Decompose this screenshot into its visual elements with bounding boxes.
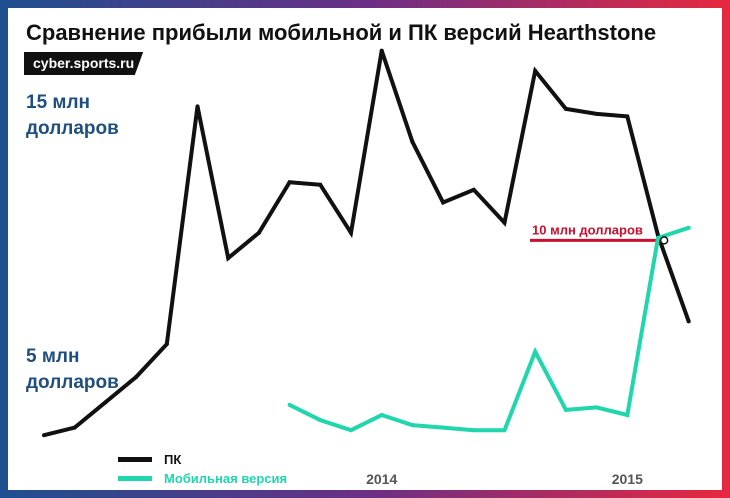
data-point [441,425,446,430]
y-label-line: долларов [26,372,119,393]
data-point [594,405,599,410]
brand-badge: cyber.sports.ru [24,52,144,75]
y-axis-label-5m: 5 млн долларов [26,344,119,396]
x-tick-label: 2014 [366,471,397,487]
data-point [318,418,323,423]
data-point [42,433,46,438]
y-label-line: 5 млн [26,346,80,367]
chart-card: Сравнение прибыли мобильной и ПК версий … [8,8,722,490]
legend-item-pc: ПК [118,450,287,469]
series-line-pc [43,50,691,438]
legend-label-mobile: Мобильная версия [164,471,288,486]
legend-label-pc: ПК [164,452,182,467]
legend-item-mobile: Мобильная версия [118,469,287,488]
annotation-label: 10 млн долларов [532,222,643,237]
legend-swatch-mobile [118,476,152,481]
y-label-line: 15 млн [26,92,91,113]
data-point [563,407,568,412]
data-point [318,182,323,187]
data-point [379,48,384,53]
data-point [625,412,630,417]
data-point [287,180,292,185]
line-chart: 2014 2015 10 млн долларов [42,48,691,487]
data-point [471,187,476,192]
data-point [686,225,691,230]
data-point [441,200,446,205]
data-point [656,235,660,240]
legend: ПК Мобильная версия [118,450,287,488]
data-point [103,400,108,405]
data-point [195,104,200,109]
data-point [686,319,691,324]
data-point [379,412,384,417]
data-point [349,428,353,433]
data-point [410,139,415,144]
data-point [134,375,139,380]
data-point [349,230,353,235]
data-point [625,114,630,119]
chart-title: Сравнение прибыли мобильной и ПК версий … [26,20,657,45]
data-point [72,425,77,430]
x-tick-label: 2015 [612,471,643,487]
data-point [533,349,538,354]
data-point [226,256,231,261]
data-point [287,402,292,407]
data-point [164,342,169,347]
data-point [502,428,507,433]
intersection-marker [659,236,669,245]
data-point [410,423,415,428]
data-point [471,428,476,433]
data-point [533,68,538,73]
data-point [563,106,568,111]
legend-swatch-pc [118,457,152,462]
data-point [502,220,507,225]
y-label-line: долларов [26,118,119,139]
data-point [256,230,261,235]
y-axis-label-15m: 15 млн долларов [26,90,119,142]
data-point [594,111,599,116]
series-line-mobile [288,225,690,433]
